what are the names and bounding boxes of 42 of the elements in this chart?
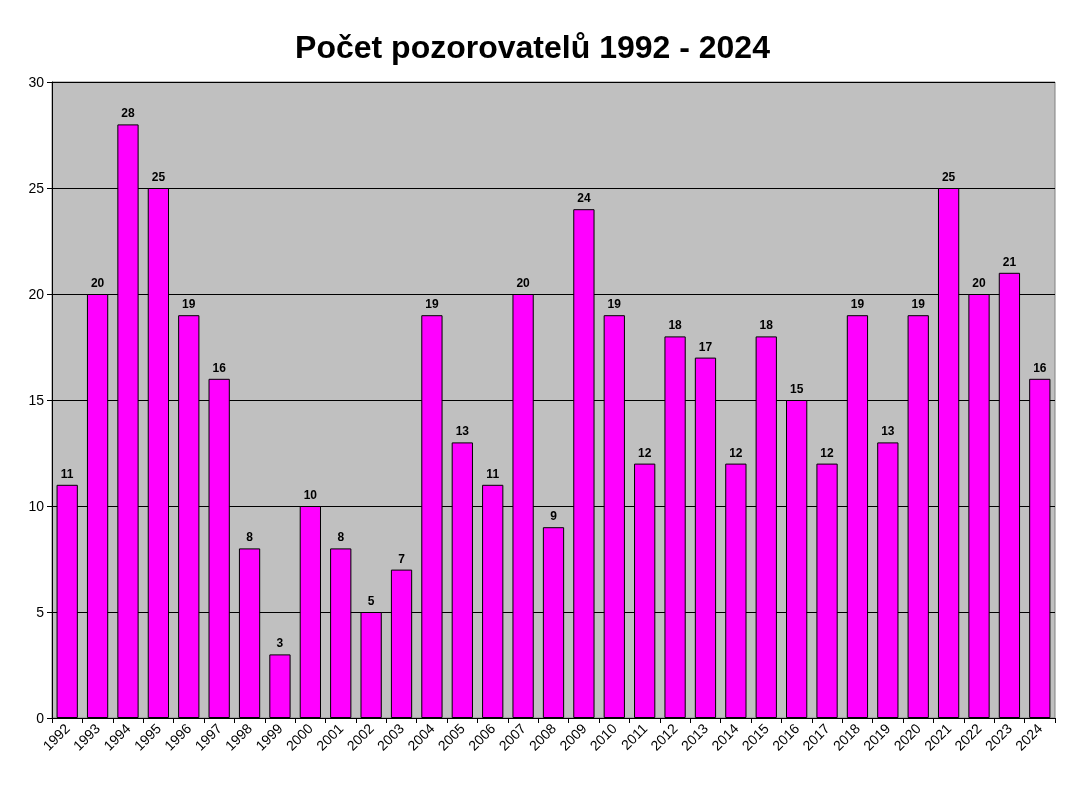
data-label: 18 xyxy=(759,318,774,333)
data-label: 3 xyxy=(276,636,284,651)
data-label: 19 xyxy=(425,297,439,312)
data-label: 8 xyxy=(337,530,345,545)
data-label: 25 xyxy=(941,170,956,184)
data-label: 5 xyxy=(367,594,375,608)
data-label: 28 xyxy=(121,106,135,121)
data-label: 16 xyxy=(1033,360,1047,375)
bar xyxy=(269,654,291,718)
data-label: 7 xyxy=(398,551,406,566)
data-label: 20 xyxy=(90,276,105,290)
data-label: 8 xyxy=(246,530,254,545)
y-tick-label: 30 xyxy=(28,74,45,90)
data-label: 19 xyxy=(850,297,865,312)
data-label: 20 xyxy=(972,276,987,290)
data-label: 11 xyxy=(60,466,74,481)
data-label: 12 xyxy=(729,445,743,460)
data-label: 11 xyxy=(486,466,500,481)
data-label: 15 xyxy=(789,382,804,396)
data-label: 19 xyxy=(607,297,622,312)
data-label: 19 xyxy=(911,297,926,312)
data-label: 12 xyxy=(820,445,835,460)
data-label: 19 xyxy=(182,297,196,312)
data-label: 13 xyxy=(881,424,895,439)
data-label: 9 xyxy=(550,509,558,524)
y-tick-label: 20 xyxy=(28,286,45,302)
y-tick-label: 0 xyxy=(36,710,45,726)
chart-title: Počet pozorovatelů 1992 - 2024 xyxy=(295,29,771,65)
data-label: 21 xyxy=(1002,254,1017,269)
data-label: 17 xyxy=(698,339,713,354)
y-tick-label: 15 xyxy=(28,392,45,408)
y-tick-label: 5 xyxy=(36,604,45,620)
data-label: 16 xyxy=(212,360,227,375)
data-label: 24 xyxy=(577,191,591,206)
data-label: 13 xyxy=(455,424,470,439)
y-tick-label: 25 xyxy=(28,180,45,196)
data-label: 10 xyxy=(303,488,318,502)
data-label: 18 xyxy=(668,318,683,333)
y-tick-label: 10 xyxy=(28,498,45,514)
data-label: 25 xyxy=(151,170,166,184)
data-label: 20 xyxy=(516,276,531,290)
data-label: 12 xyxy=(638,445,652,460)
